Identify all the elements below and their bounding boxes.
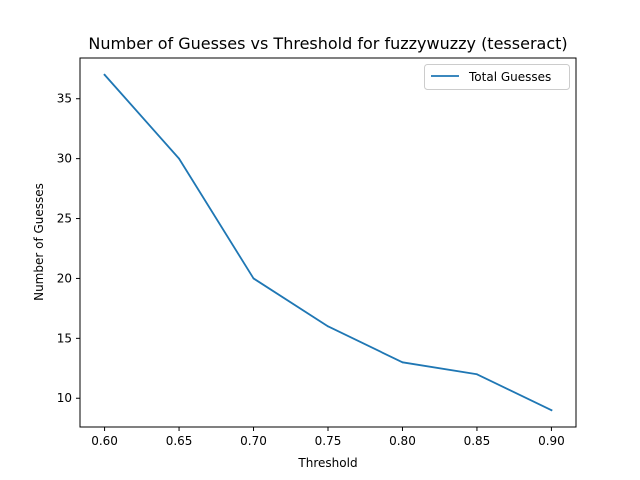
y-tick-label: 25 (57, 212, 72, 226)
data-point (252, 277, 255, 280)
y-tick-label: 10 (57, 391, 72, 405)
legend-box (424, 64, 570, 90)
series-layer (103, 73, 553, 412)
plot-area (79, 57, 577, 428)
chart-title: Number of Guesses vs Threshold for fuzzy… (88, 34, 567, 53)
series-line-total-guesses (103, 73, 553, 412)
x-tick-label: 0.70 (240, 434, 267, 448)
x-tick-label: 0.65 (166, 434, 193, 448)
legend: Total Guesses (424, 64, 570, 90)
y-axis-label: Number of Guesses (32, 183, 46, 301)
x-tick-label: 0.60 (91, 434, 118, 448)
data-point (476, 373, 478, 376)
x-tick-label: 0.90 (538, 434, 565, 448)
data-point (401, 361, 404, 364)
x-tick-label: 0.85 (464, 434, 491, 448)
plot-frame (79, 57, 577, 428)
data-point (103, 73, 106, 76)
y-tick-label: 15 (57, 331, 72, 345)
y-axis: 10 15 20 25 30 35 (57, 92, 80, 405)
x-tick-label: 0.75 (315, 434, 342, 448)
x-axis: 0.60 0.65 0.70 0.75 0.80 0.85 0.90 (91, 427, 565, 448)
data-point (327, 325, 329, 328)
y-tick-label: 20 (57, 271, 72, 285)
data-point (550, 409, 553, 412)
y-tick-label: 30 (57, 152, 72, 166)
data-point (178, 157, 180, 160)
legend-label: Total Guesses (468, 70, 551, 84)
x-tick-label: 0.80 (389, 434, 416, 448)
x-axis-label: Threshold (297, 456, 357, 470)
y-tick-label: 35 (57, 92, 72, 106)
